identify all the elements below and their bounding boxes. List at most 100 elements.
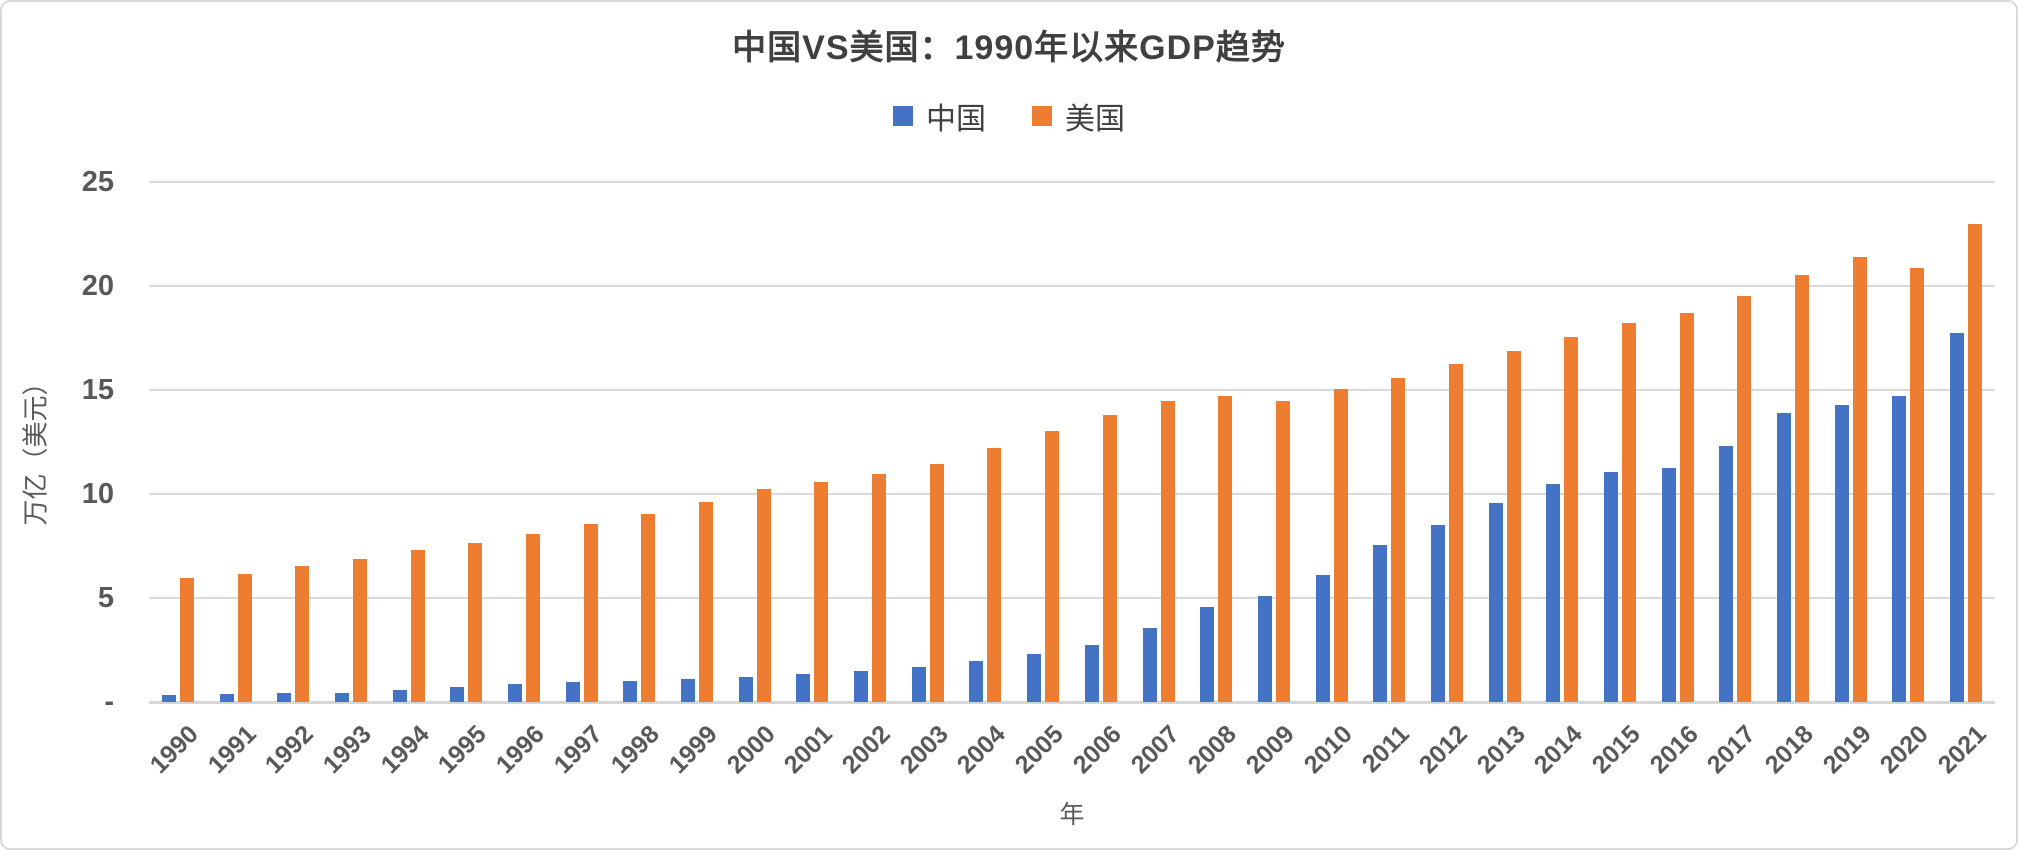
bar-中国-1995[interactable] xyxy=(450,686,465,702)
bar-美国-2013[interactable] xyxy=(1506,350,1521,702)
bar-中国-2009[interactable] xyxy=(1257,595,1272,702)
bar-美国-1991[interactable] xyxy=(237,573,252,702)
bar-中国-2019[interactable] xyxy=(1834,404,1849,702)
x-axis-title: 年 xyxy=(1059,801,1085,829)
legend-swatch-china-icon xyxy=(893,106,913,126)
bar-美国-2004[interactable] xyxy=(987,448,1002,702)
y-tick-label-0: - xyxy=(104,686,114,718)
bar-美国-2017[interactable] xyxy=(1737,295,1752,702)
bar-group-2010 xyxy=(1303,182,1361,702)
bar-美国-2003[interactable] xyxy=(929,463,944,702)
legend-label-usa: 美国 xyxy=(1065,103,1125,136)
legend-item-usa[interactable]: 美国 xyxy=(1032,94,1125,138)
bar-group-1990 xyxy=(149,182,207,702)
bar-中国-2017[interactable] xyxy=(1719,445,1734,702)
bar-group-2009 xyxy=(1245,182,1303,702)
bar-中国-1999[interactable] xyxy=(681,679,696,702)
bar-美国-2021[interactable] xyxy=(1968,223,1983,702)
bar-group-1999 xyxy=(668,182,726,702)
bar-美国-2007[interactable] xyxy=(1160,401,1175,702)
y-tick-label-20: 20 xyxy=(81,270,114,302)
bar-美国-1997[interactable] xyxy=(583,523,598,702)
bar-中国-2020[interactable] xyxy=(1892,396,1907,702)
bar-group-1998 xyxy=(611,182,669,702)
bar-group-1991 xyxy=(207,182,265,702)
bar-中国-2008[interactable] xyxy=(1200,606,1215,702)
bar-美国-2008[interactable] xyxy=(1218,396,1233,702)
bar-group-1994 xyxy=(380,182,438,702)
bar-中国-2018[interactable] xyxy=(1777,413,1792,702)
bar-中国-2000[interactable] xyxy=(738,676,753,702)
bar-中国-1991[interactable] xyxy=(219,694,234,702)
bar-中国-2016[interactable] xyxy=(1661,468,1676,702)
bar-group-2000 xyxy=(726,182,784,702)
gridline-25 xyxy=(149,181,1995,183)
bar-中国-2021[interactable] xyxy=(1950,333,1965,702)
legend: 中国 美国 xyxy=(2,94,2016,138)
bar-group-2018 xyxy=(1764,182,1822,702)
bar-中国-1994[interactable] xyxy=(392,690,407,702)
bar-中国-2015[interactable] xyxy=(1604,471,1619,702)
bar-美国-1992[interactable] xyxy=(295,566,310,702)
bar-中国-2002[interactable] xyxy=(854,671,869,702)
bar-group-1992 xyxy=(264,182,322,702)
bar-中国-2001[interactable] xyxy=(796,674,811,702)
bar-美国-1994[interactable] xyxy=(410,550,425,702)
bar-美国-2001[interactable] xyxy=(814,481,829,702)
bar-中国-2005[interactable] xyxy=(1027,654,1042,702)
bar-group-2013 xyxy=(1476,182,1534,702)
bar-中国-2006[interactable] xyxy=(1084,644,1099,702)
legend-item-china[interactable]: 中国 xyxy=(893,94,986,138)
bar-美国-1993[interactable] xyxy=(352,559,367,702)
bar-美国-2005[interactable] xyxy=(1045,430,1060,702)
bar-中国-2014[interactable] xyxy=(1546,484,1561,702)
bar-中国-2012[interactable] xyxy=(1430,524,1445,702)
bar-美国-2000[interactable] xyxy=(756,488,771,702)
bar-中国-1998[interactable] xyxy=(623,680,638,702)
bar-中国-2011[interactable] xyxy=(1373,544,1388,702)
bar-美国-2018[interactable] xyxy=(1795,274,1810,702)
bar-中国-1992[interactable] xyxy=(277,693,292,702)
bar-group-2006 xyxy=(1072,182,1130,702)
bar-group-2021 xyxy=(1937,182,1995,702)
bar-美国-1998[interactable] xyxy=(641,513,656,702)
bar-group-2002 xyxy=(841,182,899,702)
bar-美国-2002[interactable] xyxy=(872,474,887,702)
bar-中国-2013[interactable] xyxy=(1488,502,1503,702)
bar-美国-2011[interactable] xyxy=(1391,377,1406,702)
legend-swatch-usa-icon xyxy=(1032,106,1052,126)
bar-group-2019 xyxy=(1822,182,1880,702)
bar-美国-2019[interactable] xyxy=(1852,257,1867,702)
bar-group-1993 xyxy=(322,182,380,702)
chart-title: 中国VS美国：1990年以来GDP趋势 xyxy=(732,29,1286,67)
bar-中国-2007[interactable] xyxy=(1142,628,1157,702)
bar-group-2015 xyxy=(1591,182,1649,702)
bar-中国-2010[interactable] xyxy=(1315,575,1330,702)
bar-美国-2014[interactable] xyxy=(1564,336,1579,702)
bar-中国-2003[interactable] xyxy=(911,667,926,702)
bar-中国-1996[interactable] xyxy=(507,684,522,702)
bar-group-2005 xyxy=(1014,182,1072,702)
y-axis-title: 万亿（美元） xyxy=(20,369,51,526)
bar-美国-2010[interactable] xyxy=(1333,388,1348,702)
bar-美国-1995[interactable] xyxy=(468,543,483,702)
bar-group-1996 xyxy=(495,182,553,702)
bar-美国-2015[interactable] xyxy=(1622,323,1637,702)
bar-美国-1990[interactable] xyxy=(179,578,194,702)
bar-group-2001 xyxy=(784,182,842,702)
bar-中国-1997[interactable] xyxy=(565,682,580,702)
bar-group-2020 xyxy=(1880,182,1938,702)
bar-美国-2009[interactable] xyxy=(1275,401,1290,702)
bar-美国-1996[interactable] xyxy=(525,534,540,702)
bar-美国-2016[interactable] xyxy=(1679,312,1694,702)
bar-美国-2006[interactable] xyxy=(1102,414,1117,702)
bar-中国-2004[interactable] xyxy=(969,661,984,702)
bar-中国-1990[interactable] xyxy=(161,694,176,702)
bar-美国-1999[interactable] xyxy=(699,501,714,702)
bar-group-1995 xyxy=(437,182,495,702)
bar-美国-2012[interactable] xyxy=(1448,364,1463,702)
bar-group-2004 xyxy=(957,182,1015,702)
bar-中国-1993[interactable] xyxy=(334,692,349,702)
bar-美国-2020[interactable] xyxy=(1910,267,1925,702)
